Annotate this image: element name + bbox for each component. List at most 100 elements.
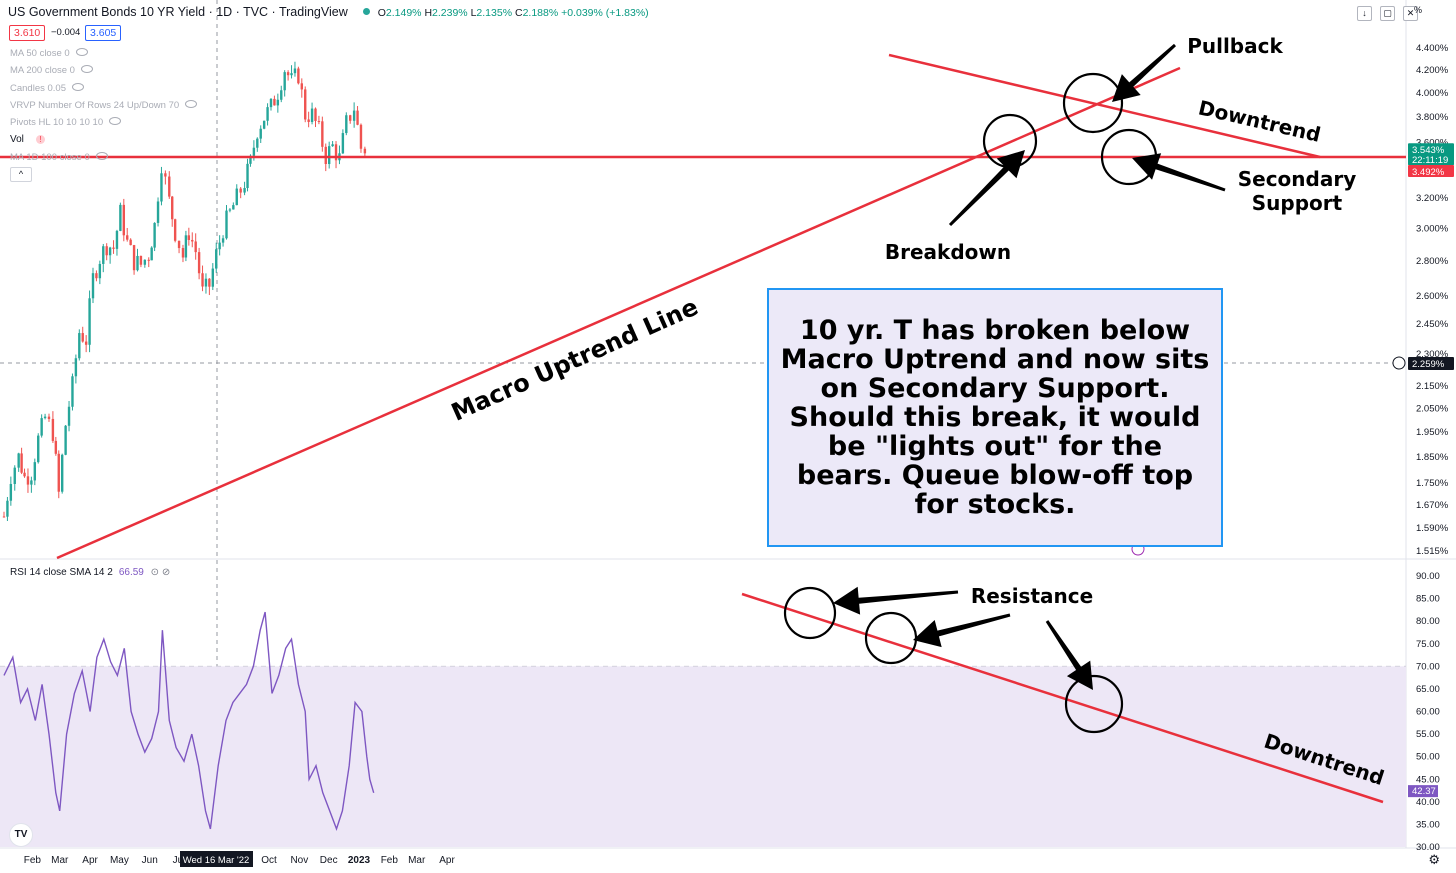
highlight-circle: [1062, 72, 1124, 134]
candle-down: [307, 119, 310, 122]
candle-up: [341, 133, 345, 154]
pullback-label: Pullback: [1187, 34, 1283, 58]
candle-up: [143, 259, 147, 265]
candle-up: [98, 263, 102, 279]
time-tick-label: Feb: [24, 855, 42, 866]
rsi-tick-label: 60.00: [1416, 707, 1440, 718]
candle-up: [269, 98, 273, 108]
collapse-indicators-button[interactable]: ^: [10, 167, 32, 182]
indicator-pivots[interactable]: Pivots HL 10 10 10 10: [10, 117, 122, 128]
rsi-tick-label: 45.00: [1416, 774, 1440, 785]
macro-uptrend-line: [56, 66, 1181, 560]
candle-down: [191, 239, 194, 242]
spread-value: −0.004: [51, 27, 81, 38]
rsi-tick-label: 40.00: [1416, 797, 1440, 808]
candle-up: [290, 73, 293, 76]
candle-up: [88, 298, 91, 345]
price-tick-label: 2.300%: [1416, 349, 1449, 360]
candle-down: [57, 453, 60, 492]
price-tick-label: 1.950%: [1416, 427, 1449, 438]
candle-up: [102, 246, 105, 264]
rsi-tick-label: 30.00: [1416, 842, 1440, 853]
candle-down: [273, 98, 276, 106]
eye-icon[interactable]: [75, 48, 88, 56]
eye-icon[interactable]: ⊙ ⊘: [150, 567, 171, 578]
time-tick-label: Mar: [51, 855, 69, 866]
candle-down: [173, 219, 177, 241]
crosshair-price-tag-bg: [1408, 357, 1454, 370]
candle-up: [13, 467, 16, 484]
add-alert-icon[interactable]: [1392, 356, 1406, 370]
chart-title: US Government Bonds 10 YR Yield · 1D · T…: [8, 5, 348, 19]
ma-price-tag: 3.492%: [1412, 167, 1445, 178]
candle-up: [78, 333, 81, 359]
candle-up: [30, 480, 33, 485]
rsi-legend[interactable]: RSI 14 close SMA 14 2 66.59 ⊙ ⊘: [10, 567, 171, 578]
candle-up: [9, 483, 13, 501]
price-tick-label: 1.515%: [1416, 546, 1449, 557]
indicator-ma50[interactable]: MA 50 close 0: [10, 48, 88, 59]
rsi-downtrend-line: [741, 592, 1384, 804]
candle-down: [349, 115, 352, 121]
eye-icon[interactable]: [185, 100, 198, 108]
resistance-arrow-2: [913, 613, 1011, 648]
sell-button[interactable]: 3.610: [9, 25, 46, 41]
percent-scale-label: %: [1413, 5, 1422, 15]
price-tick-label: 3.600%: [1416, 138, 1449, 149]
time-tick-label: Dec: [320, 855, 338, 866]
candle-up: [262, 120, 266, 129]
time-tick-label: Feb: [381, 855, 399, 866]
indicator-ma200[interactable]: MA 200 close 0: [10, 65, 93, 76]
candle-up: [276, 99, 280, 106]
annotation-note: 10 yr. T has broken below Macro Uptrend …: [780, 315, 1210, 520]
candle-down: [122, 204, 126, 236]
close-icon[interactable]: ✕: [1403, 6, 1418, 21]
candle-up: [43, 416, 47, 419]
candle-down: [286, 72, 290, 76]
candle-up: [74, 358, 78, 377]
indicator-ma100[interactable]: MA 1D 100 close 0: [10, 152, 108, 163]
buy-button[interactable]: 3.605: [85, 25, 122, 41]
candle-up: [345, 115, 348, 134]
eye-icon[interactable]: [109, 117, 122, 125]
maximize-icon[interactable]: ▢: [1380, 6, 1395, 21]
indicator-candles[interactable]: Candles 0.05: [10, 83, 84, 94]
tradingview-logo-icon[interactable]: TV: [9, 823, 33, 847]
eye-icon[interactable]: [80, 65, 93, 73]
market-status-icon: [363, 8, 371, 15]
candle-down: [356, 110, 359, 125]
candle-up: [150, 247, 153, 261]
candle-up: [160, 173, 163, 202]
candle-up: [91, 273, 95, 299]
candle-up: [327, 146, 331, 165]
price-tick-label: 1.670%: [1416, 500, 1449, 511]
candle-up: [64, 425, 67, 455]
highlight-circle: [783, 586, 837, 640]
price-tick-label: 3.000%: [1416, 224, 1449, 235]
secondary-support-label: Support: [1252, 191, 1343, 215]
gear-icon[interactable]: ⚙: [1428, 852, 1440, 867]
chevron-up-icon: ^: [18, 169, 24, 179]
candle-down: [208, 278, 211, 287]
candle-up: [6, 500, 9, 517]
candle-down: [47, 416, 51, 419]
candle-down: [171, 196, 174, 220]
indicator-volume[interactable]: Vol!: [10, 134, 45, 145]
candle-up: [184, 235, 188, 258]
candle-up: [252, 147, 256, 156]
price-tick-label: 4.000%: [1416, 88, 1449, 99]
candle-down: [95, 273, 98, 279]
candle-up: [243, 187, 246, 193]
candle-down: [139, 255, 143, 265]
arrow-down-icon[interactable]: ↓: [1357, 6, 1372, 21]
indicator-vrvp[interactable]: VRVP Number Of Rows 24 Up/Down 70: [10, 100, 198, 111]
last-price-tag-bg: [1408, 143, 1454, 166]
time-tick-label: Apr: [439, 855, 455, 866]
downtrend-top-label: Downtrend: [1196, 95, 1323, 146]
resistance-arrow-1: [833, 586, 959, 615]
eye-icon[interactable]: [71, 83, 84, 91]
macro-uptrend-label: Macro Uptrend Line: [447, 293, 702, 427]
highlight-circle: [1064, 674, 1124, 734]
eye-icon[interactable]: [95, 152, 108, 160]
